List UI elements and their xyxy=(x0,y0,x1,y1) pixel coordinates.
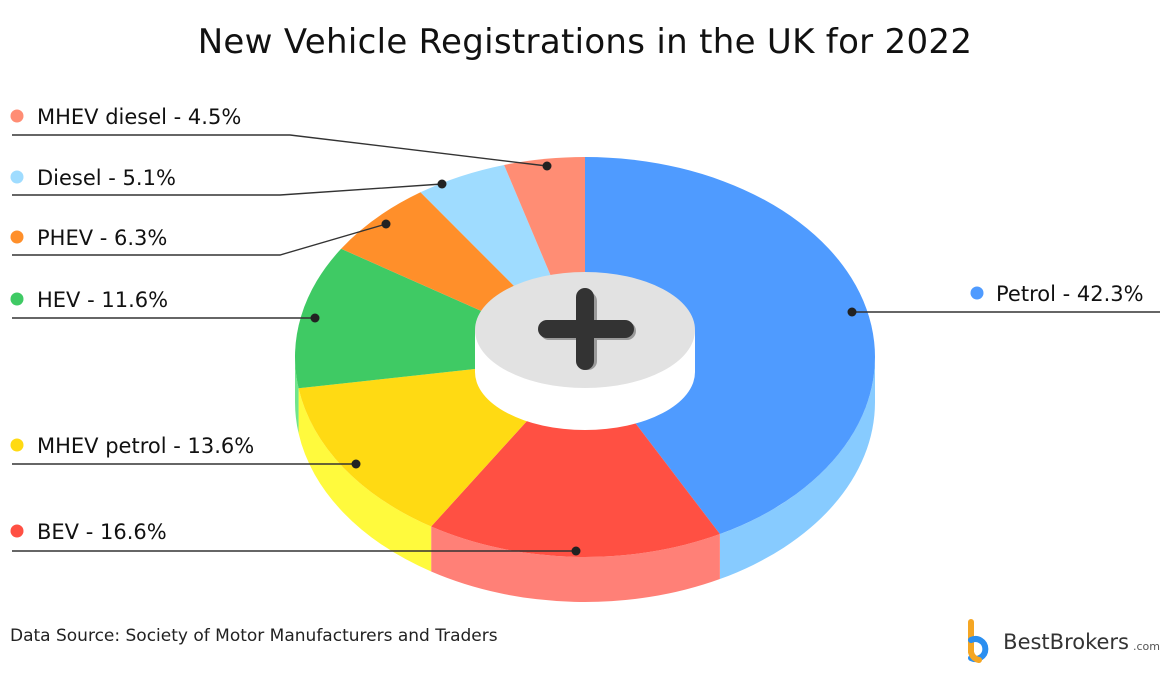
callout-dot-diesel xyxy=(437,179,447,189)
legend-marker-hev xyxy=(10,292,24,306)
callout-diesel: Diesel - 5.1% xyxy=(10,166,447,196)
plus-icon xyxy=(538,288,636,370)
pie-side-bev xyxy=(431,526,720,602)
callout-hev: HEV - 11.6% xyxy=(10,288,320,323)
legend-marker-bev xyxy=(10,524,24,538)
chart-title: New Vehicle Registrations in the UK for … xyxy=(197,22,973,62)
callout-dot-bev xyxy=(571,546,581,556)
data-label-mhev-petrol: MHEV petrol - 13.6% xyxy=(37,434,254,458)
legend-marker-diesel xyxy=(10,170,24,184)
callout-petrol: Petrol - 42.3% xyxy=(847,282,1160,317)
data-label-mhev-diesel: MHEV diesel - 4.5% xyxy=(37,105,241,129)
brand-suffix: .com xyxy=(1133,639,1160,653)
callout-bev: BEV - 16.6% xyxy=(10,520,581,556)
callout-mhev-diesel: MHEV diesel - 4.5% xyxy=(10,105,552,171)
pie-side-hev xyxy=(295,357,299,434)
legend-marker-petrol xyxy=(970,286,984,300)
brand-name: BestBrokers xyxy=(1003,630,1129,654)
callout-dot-hev xyxy=(310,313,320,323)
pie-side-petrol xyxy=(719,357,875,580)
callout-dot-petrol xyxy=(847,307,857,317)
legend-marker-mhev-petrol xyxy=(10,438,24,452)
pie-side-walls xyxy=(295,357,875,602)
callout-phev: PHEV - 6.3% xyxy=(10,219,391,256)
legend-marker-phev xyxy=(10,230,24,244)
pie-slice-petrol xyxy=(585,157,875,535)
bestbrokers-logo-icon xyxy=(968,619,989,663)
callout-labels: Petrol - 42.3% BEV - 16.6% MHEV petrol - 1… xyxy=(10,105,1160,556)
callout-dot-mhev-petrol xyxy=(351,459,361,469)
pie-side-mhev-petrol xyxy=(298,388,432,572)
data-label-bev: BEV - 16.6% xyxy=(37,520,167,544)
callout-line-mhev-diesel xyxy=(12,134,548,167)
data-source-note: Data Source: Society of Motor Manufactur… xyxy=(10,626,498,646)
brand-logo[interactable]: BestBrokers .com xyxy=(965,618,1160,666)
callout-mhev-petrol: MHEV petrol - 13.6% xyxy=(10,434,361,469)
data-label-petrol: Petrol - 42.3% xyxy=(996,282,1144,306)
pie-slice-bev xyxy=(431,357,720,557)
callout-dot-mhev-diesel xyxy=(542,161,552,171)
center-hub xyxy=(475,272,695,430)
data-label-hev: HEV - 11.6% xyxy=(37,288,168,312)
callout-dot-phev xyxy=(381,219,391,229)
legend-marker-mhev-diesel xyxy=(10,109,24,123)
data-label-diesel: Diesel - 5.1% xyxy=(37,166,176,190)
callout-line-phev xyxy=(12,223,387,256)
callout-line-diesel xyxy=(12,183,443,196)
data-label-phev: PHEV - 6.3% xyxy=(37,226,167,250)
